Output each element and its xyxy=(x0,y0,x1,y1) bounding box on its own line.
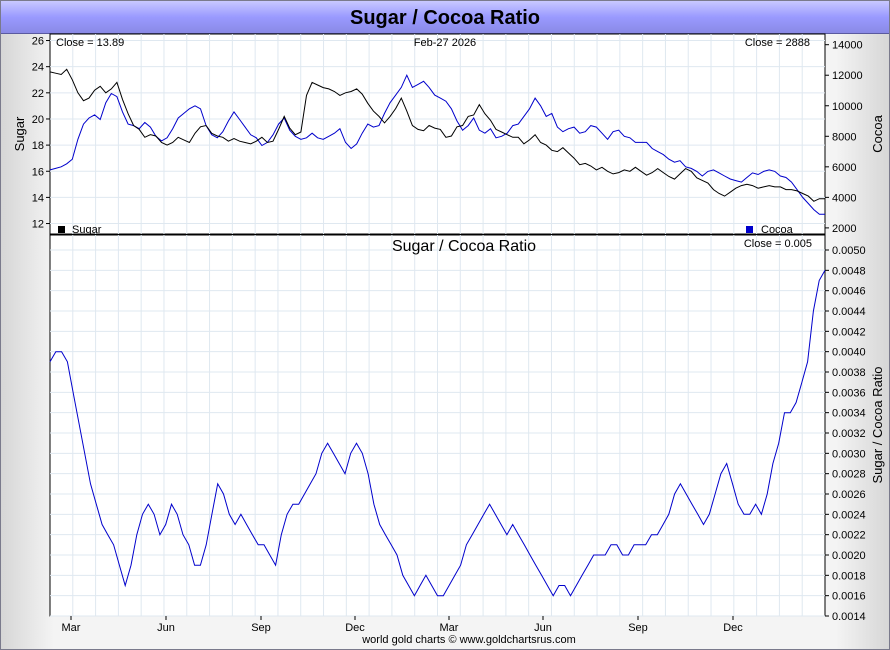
upper-grid xyxy=(50,34,825,234)
title-bar: Sugar / Cocoa Ratio xyxy=(1,1,889,34)
ratio-tick-label: 0.0026 xyxy=(832,489,866,501)
ratio-close-label: Close = 0.005 xyxy=(744,238,812,250)
ratio-title: Sugar / Cocoa Ratio xyxy=(392,238,536,255)
ratio-tick-label: 0.0028 xyxy=(832,469,866,481)
cocoa-axis-title: Cocoa xyxy=(870,114,885,152)
ratio-tick-label: 0.0034 xyxy=(832,408,866,420)
cocoa-tick-label: 2000 xyxy=(832,223,856,235)
x-tick-label: Dec xyxy=(723,622,743,634)
sugar-tick-label: 14 xyxy=(32,192,44,204)
ratio-tick-label: 0.0020 xyxy=(832,550,866,562)
footer-credit: world gold charts © www.goldchartsrus.co… xyxy=(361,634,576,646)
ratio-tick-label: 0.0022 xyxy=(832,530,866,542)
ratio-tick-label: 0.0030 xyxy=(832,448,866,460)
legend-cocoa-swatch xyxy=(746,226,753,233)
cocoa-tick-label: 8000 xyxy=(832,131,856,143)
x-tick-label: Jun xyxy=(534,622,552,634)
lower-lines xyxy=(49,270,826,597)
sugar-tick-label: 20 xyxy=(32,114,44,126)
cocoa-tick-label: 6000 xyxy=(832,162,856,174)
ratio-series-line xyxy=(49,270,826,597)
ratio-tick-label: 0.0018 xyxy=(832,570,866,582)
sugar-series-line xyxy=(49,68,826,202)
legend-sugar-label: Sugar xyxy=(72,224,102,236)
ratio-tick-label: 0.0036 xyxy=(832,387,866,399)
legend-sugar-swatch xyxy=(58,226,65,233)
ratio-tick-label: 0.0046 xyxy=(832,286,866,298)
tick-labels: 26 24 22 20 18 16 14 12 14000 12000 10000 8000 6000 4… xyxy=(32,36,866,634)
x-tick-label: Mar xyxy=(62,622,81,634)
x-tick-label: Dec xyxy=(345,622,365,634)
cocoa-tick-label: 4000 xyxy=(832,192,856,204)
upper-lines xyxy=(49,68,826,215)
sugar-tick-label: 18 xyxy=(32,140,44,152)
ratio-tick-label: 0.0042 xyxy=(832,326,866,338)
ratio-tick-label: 0.0040 xyxy=(832,347,866,359)
lower-grid xyxy=(50,235,825,617)
cocoa-tick-label: 12000 xyxy=(832,70,863,82)
x-tick-label: Sep xyxy=(628,622,648,634)
sugar-tick-label: 16 xyxy=(32,166,44,178)
x-tick-label: Sep xyxy=(251,622,271,634)
ratio-tick-label: 0.0044 xyxy=(832,306,866,318)
legend-cocoa-label: Cocoa xyxy=(761,224,794,236)
ratio-tick-label: 0.0016 xyxy=(832,591,866,603)
ratio-tick-label: 0.0014 xyxy=(832,611,866,623)
ratio-tick-label: 0.0032 xyxy=(832,428,866,440)
cocoa-tick-label: 10000 xyxy=(832,101,863,113)
cocoa-series-line xyxy=(49,73,826,215)
sugar-close-label: Close = 13.89 xyxy=(56,37,124,49)
ratio-axis-title: Sugar / Cocoa Ratio xyxy=(870,366,885,483)
cocoa-tick-label: 14000 xyxy=(832,40,863,52)
ratio-tick-label: 0.0038 xyxy=(832,367,866,379)
date-label: Feb-27 2026 xyxy=(414,37,476,49)
x-tick-label: Mar xyxy=(440,622,459,634)
sugar-tick-label: 12 xyxy=(32,219,44,231)
ratio-tick-label: 0.0050 xyxy=(832,245,866,257)
sugar-axis-title: Sugar xyxy=(12,116,27,151)
page-title: Sugar / Cocoa Ratio xyxy=(349,7,541,29)
sugar-tick-label: 24 xyxy=(32,62,44,74)
ratio-tick-label: 0.0048 xyxy=(832,265,866,277)
cocoa-close-label: Close = 2888 xyxy=(745,37,810,49)
x-tick-label: Jun xyxy=(157,622,175,634)
ratio-tick-label: 0.0024 xyxy=(832,509,866,521)
sugar-tick-label: 22 xyxy=(32,88,44,100)
sugar-tick-label: 26 xyxy=(32,36,44,48)
